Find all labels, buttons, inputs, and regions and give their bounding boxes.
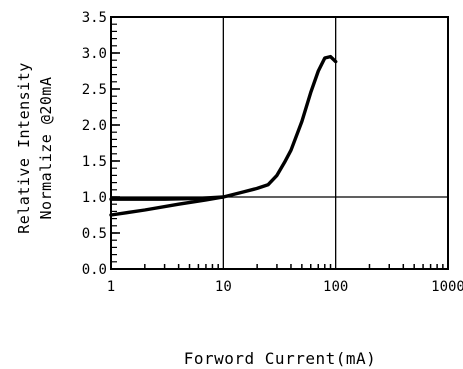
y-axis-label-line-2: Normalize @20mA — [37, 77, 55, 220]
y-tick-label: 3.0 — [82, 46, 107, 62]
y-axis-label: Relative Intensity Normalize @20mA — [15, 62, 55, 234]
y-tick-label: 2.0 — [82, 118, 107, 134]
grid — [111, 17, 448, 269]
x-tick-label: 1 — [107, 279, 115, 295]
y-axis-label-line-1: Relative Intensity — [15, 62, 33, 234]
y-tick-label: 3.5 — [82, 10, 107, 26]
y-tick-label: 1.5 — [82, 154, 107, 170]
y-tick-label: 0.0 — [82, 262, 107, 278]
tick-labels: 1 10 100 1000 0.0 0.5 1.0 1.5 2.0 2.5 3.0 3.5 — [82, 10, 463, 295]
x-axis-label: Forword Current(mA) — [184, 349, 377, 368]
series-layer — [109, 54, 338, 217]
plot-frame — [110, 16, 449, 270]
y-tick-label: 1.0 — [82, 190, 107, 206]
minor-ticks — [111, 16, 444, 270]
x-tick-label: 100 — [323, 279, 348, 295]
series-line-2 — [109, 195, 226, 201]
y-tick-label: 2.5 — [82, 82, 107, 98]
series-line-1 — [109, 54, 338, 217]
x-tick-label: 1000 — [431, 279, 463, 295]
y-tick-label: 0.5 — [82, 226, 107, 242]
x-tick-label: 10 — [215, 279, 232, 295]
